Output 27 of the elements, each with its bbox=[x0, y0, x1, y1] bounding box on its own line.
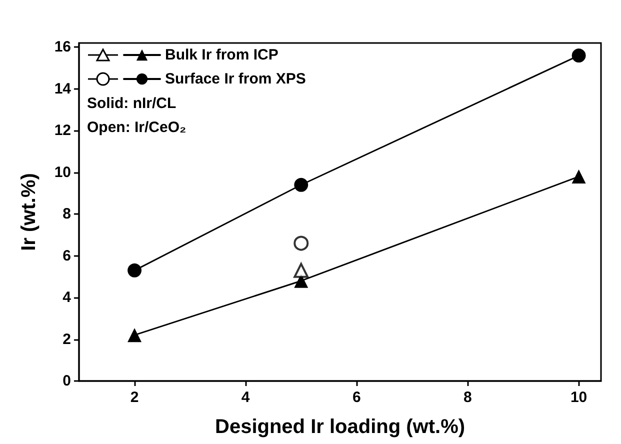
point bbox=[294, 178, 308, 192]
x-axis-title: Designed Ir loading (wt.%) bbox=[214, 416, 466, 438]
y-tick-label: 4 bbox=[62, 289, 72, 306]
y-tick-label: 16 bbox=[54, 38, 71, 56]
point bbox=[128, 263, 142, 278]
y-tick-label: 10 bbox=[54, 164, 71, 181]
legend-label: Bulk Ir from ICP bbox=[165, 46, 278, 64]
x-tick-label: 6 bbox=[352, 389, 361, 406]
x-tick-label: 4 bbox=[241, 389, 250, 406]
y-axis-title: Ir (wt.%) bbox=[18, 173, 40, 251]
x-tick-label: 2 bbox=[130, 389, 139, 406]
point bbox=[572, 170, 586, 184]
annotation: Open: Ir/CeO₂ bbox=[87, 119, 186, 136]
point bbox=[294, 236, 309, 251]
annotation: Solid: nIr/CL bbox=[87, 95, 176, 112]
x-tick-label: 8 bbox=[464, 389, 472, 406]
point bbox=[294, 262, 309, 278]
point bbox=[572, 48, 586, 63]
x-tick-label: 10 bbox=[570, 389, 588, 406]
y-tick-label: 14 bbox=[54, 80, 72, 98]
y-tick-label: 8 bbox=[62, 206, 71, 223]
y-tick-label: 12 bbox=[54, 122, 71, 140]
y-tick-label: 6 bbox=[62, 247, 71, 264]
y-tick-label: 0 bbox=[62, 372, 71, 390]
point bbox=[128, 328, 142, 342]
legend-label: Surface Ir from XPS bbox=[165, 70, 306, 88]
y-tick-label: 2 bbox=[62, 330, 71, 348]
